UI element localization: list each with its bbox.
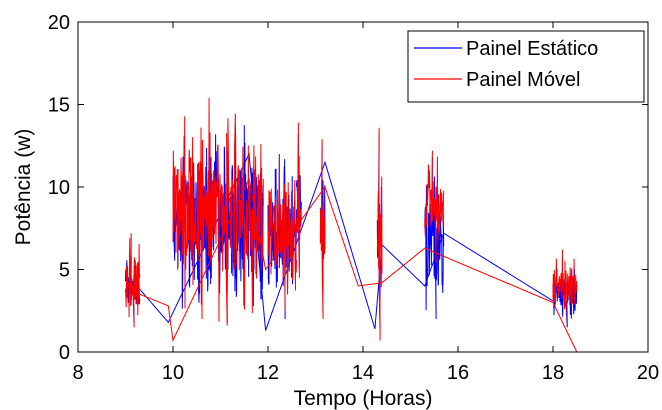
y-tick-label: 5 [59, 260, 70, 282]
x-tick-label: 10 [162, 362, 184, 384]
legend-box [407, 30, 645, 103]
series-connector-line [139, 177, 578, 353]
x-tick-label: 16 [447, 362, 469, 384]
y-tick-label: 20 [48, 12, 70, 34]
x-tick-label: 8 [72, 362, 83, 384]
series-burst [125, 233, 141, 328]
series-burst [424, 150, 445, 262]
legend-label-static: Painel Estático [466, 38, 598, 60]
series-burst [172, 97, 264, 326]
series-burst [319, 139, 326, 320]
ticks-layer: 8 10 12 14 16 18 20 0 5 10 15 20 [48, 12, 659, 384]
series-burst [296, 122, 302, 278]
series-layer [125, 97, 578, 353]
y-axis-label: Potência (w) [12, 129, 35, 246]
y-tick-label: 15 [48, 95, 70, 117]
legend-label-mobile: Painel Móvel [466, 69, 581, 91]
y-tick-label: 0 [59, 342, 70, 364]
x-tick-label: 12 [257, 362, 279, 384]
x-axis-label: Tempo (Horas) [294, 387, 433, 410]
series-burst [376, 127, 383, 341]
y-tick-label: 10 [48, 177, 70, 199]
series-burst [267, 153, 297, 311]
x-tick-label: 20 [637, 362, 659, 384]
series-burst [552, 249, 578, 323]
x-tick-label: 18 [542, 362, 564, 384]
series-painel-movel [125, 97, 578, 353]
legend: Painel Estático Painel Móvel [407, 30, 645, 103]
x-tick-label: 14 [352, 362, 374, 384]
